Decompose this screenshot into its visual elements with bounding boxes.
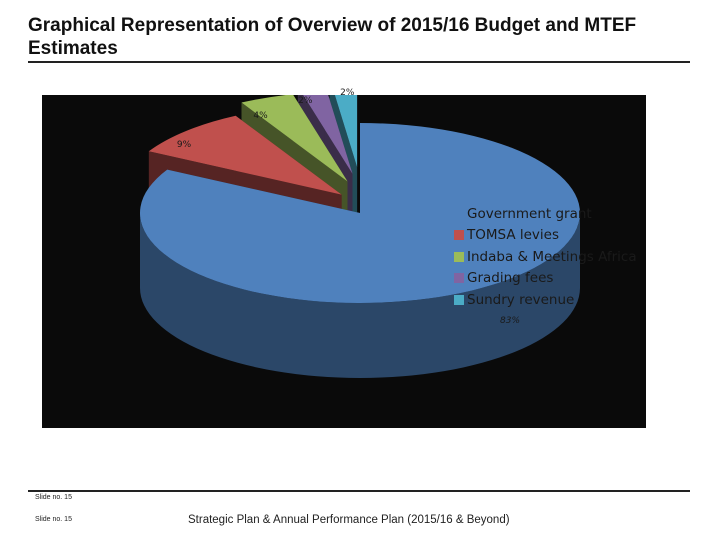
footer-divider — [28, 490, 690, 492]
title-divider — [28, 61, 690, 63]
pie-side-government-grant — [140, 213, 580, 378]
legend-item-indaba-and-meetings-africa: Indaba & Meetings Africa — [454, 246, 637, 268]
slide-number-top: Slide no. 15 — [35, 494, 72, 501]
legend-item-government-grant: Government grant — [454, 203, 637, 225]
footer-text: Strategic Plan & Annual Performance Plan… — [188, 514, 510, 526]
pie-tops — [139, 95, 580, 303]
pie-slice-grading-fees — [303, 95, 353, 174]
legend-label: TOMSA levies — [467, 227, 560, 244]
slide-title: Graphical Representation of Overview of … — [28, 15, 637, 59]
pie-slice-government-grant — [139, 123, 580, 303]
pie-label-grading-fees: 2% — [298, 96, 313, 107]
legend-swatch — [454, 273, 464, 284]
pie-slice-tomsa-levies — [148, 115, 342, 195]
pie-label-indaba-and-meetings-africa: 4% — [253, 110, 268, 121]
legend-swatch — [454, 230, 464, 241]
pie-chart: 83% 9% 4% 2% 2% Government grant TOMSA levies… — [42, 88, 646, 428]
legend-label: Government grant — [467, 205, 592, 222]
legend-swatch — [454, 294, 464, 305]
pie-label-sundry-revenue: 2% — [340, 88, 355, 99]
legend-swatch — [454, 251, 464, 262]
pie-label-tomsa-levies: 9% — [176, 139, 192, 150]
pie-slice-indaba-and-meetings-africa — [241, 95, 348, 182]
pie-chart-canvas — [139, 95, 580, 378]
legend-label: Sundry revenue — [467, 291, 575, 308]
slide-number-bottom: Slide no. 15 — [35, 516, 72, 523]
chart-legend: Government grant TOMSA levies Indaba & Mee… — [454, 203, 637, 311]
legend-swatch — [454, 208, 464, 219]
legend-item-sundry-revenue: Sundry revenue — [454, 289, 637, 311]
legend-label: Indaba & Meetings Africa — [467, 248, 637, 265]
legend-item-grading-fees: Grading fees — [454, 268, 637, 290]
pie-slice-sundry-revenue — [334, 95, 358, 168]
legend-item-tomsa-levies: TOMSA levies — [454, 225, 637, 247]
pie-label-government-grant: 83% — [499, 316, 521, 326]
legend-label: Grading fees — [467, 270, 554, 287]
